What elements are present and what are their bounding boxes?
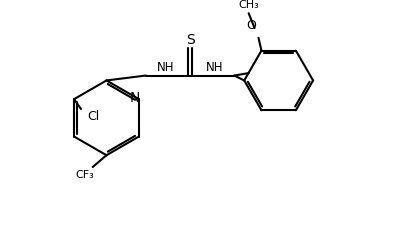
Text: CH₃: CH₃ [238, 0, 259, 10]
Text: NH: NH [157, 61, 174, 74]
Text: S: S [186, 33, 195, 47]
Text: Cl: Cl [88, 110, 100, 123]
Text: CF₃: CF₃ [75, 170, 94, 180]
Text: N: N [130, 91, 140, 105]
Text: O: O [247, 18, 257, 32]
Text: NH: NH [206, 61, 224, 74]
